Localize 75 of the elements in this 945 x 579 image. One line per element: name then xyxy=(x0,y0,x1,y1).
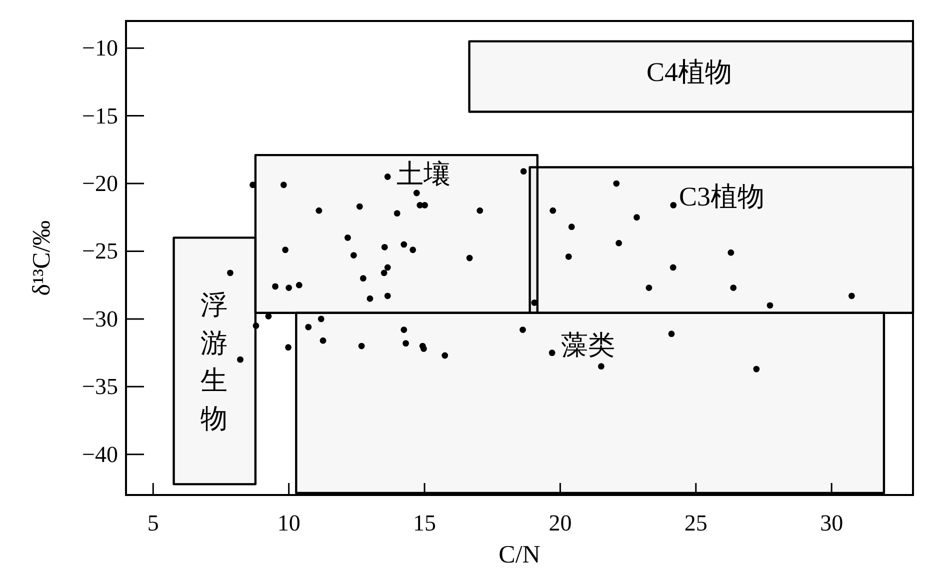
point xyxy=(227,270,234,276)
point xyxy=(384,264,391,271)
x-tick-label: 5 xyxy=(147,510,159,536)
point xyxy=(286,284,292,291)
point xyxy=(670,264,676,271)
point xyxy=(730,284,737,291)
point xyxy=(272,283,278,290)
point xyxy=(320,337,326,344)
point xyxy=(237,356,244,363)
point xyxy=(344,234,351,241)
point xyxy=(613,180,620,187)
point xyxy=(265,313,272,320)
point xyxy=(442,352,448,359)
point xyxy=(422,202,428,208)
point xyxy=(282,246,288,254)
point xyxy=(753,366,760,372)
legend-label: 浮游生物 xyxy=(200,290,228,434)
point xyxy=(476,207,484,214)
y-tick-label: −20 xyxy=(82,171,118,196)
point xyxy=(565,253,572,260)
point xyxy=(616,240,622,246)
point xyxy=(280,182,287,188)
y-tick-label: −30 xyxy=(82,306,118,332)
y-tick-label: −35 xyxy=(82,374,118,400)
x-tick-label: 20 xyxy=(548,510,572,536)
y-axis-title: δ¹³C/‰ xyxy=(28,220,56,296)
point xyxy=(384,292,391,300)
point xyxy=(402,340,409,347)
point xyxy=(410,246,416,254)
legend-label: C4植物 xyxy=(646,57,732,88)
x-tick-label: 30 xyxy=(820,510,844,536)
point xyxy=(350,252,357,258)
point xyxy=(305,324,312,330)
point xyxy=(520,326,526,333)
point xyxy=(252,322,260,329)
point xyxy=(360,275,366,282)
point xyxy=(550,207,556,214)
point xyxy=(384,174,391,180)
point xyxy=(413,190,420,196)
x-tick-label: 10 xyxy=(277,510,300,536)
point xyxy=(380,270,388,276)
point xyxy=(548,350,556,356)
x-tick-label: 25 xyxy=(684,510,708,536)
point xyxy=(356,203,363,210)
y-tick-label: −25 xyxy=(82,238,118,264)
point xyxy=(728,249,734,256)
point xyxy=(670,202,677,208)
point xyxy=(646,284,652,291)
y-tick-label: −40 xyxy=(82,442,118,467)
point xyxy=(634,214,640,221)
point xyxy=(296,282,302,288)
point xyxy=(668,330,675,338)
point xyxy=(366,295,374,302)
point xyxy=(400,326,408,333)
x-axis-title: C/N xyxy=(498,542,540,568)
point xyxy=(285,344,292,351)
point xyxy=(318,316,324,322)
legend-label: C3植物 xyxy=(679,181,765,212)
point xyxy=(394,210,400,217)
point xyxy=(766,302,774,309)
point xyxy=(568,224,575,230)
point xyxy=(466,254,473,262)
y-tick-label: −15 xyxy=(82,103,118,128)
point xyxy=(520,168,527,175)
point xyxy=(316,207,322,214)
point xyxy=(420,346,427,352)
legend-label: 藻类 xyxy=(561,330,616,360)
point xyxy=(381,244,388,250)
point xyxy=(848,292,855,300)
point xyxy=(400,241,408,248)
point xyxy=(598,363,604,370)
x-tick-label: 15 xyxy=(413,510,436,536)
legend-label: 土壤 xyxy=(396,159,450,190)
point xyxy=(358,342,365,350)
y-tick-label: −10 xyxy=(82,36,118,61)
